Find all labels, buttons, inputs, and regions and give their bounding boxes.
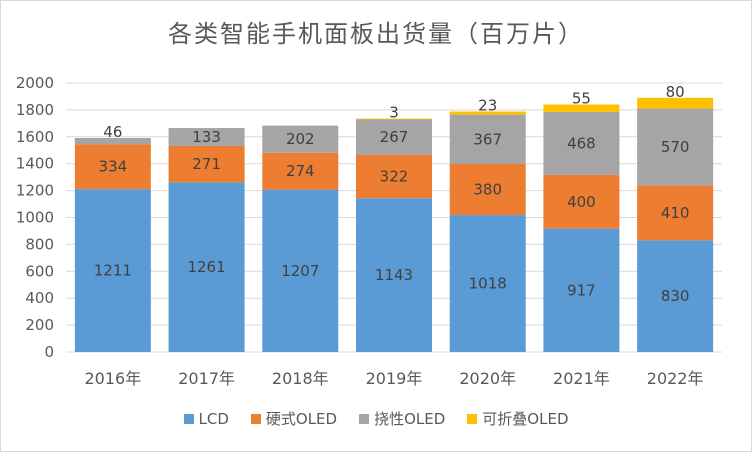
bar-segment [356, 118, 432, 120]
legend-swatch [359, 413, 370, 424]
bar-segment [449, 114, 526, 164]
y-tick-label: 1800 [16, 101, 54, 119]
chart-legend: LCD 硬式OLED 挠性OLED 可折叠OLED [0, 408, 752, 429]
bar-segment [637, 185, 714, 241]
data-label: 410 [661, 204, 690, 222]
bar-segment [637, 108, 714, 186]
data-label: 830 [661, 287, 690, 305]
data-label: 1207 [281, 262, 319, 280]
y-tick-label: 200 [25, 316, 54, 334]
bar-segment [74, 144, 151, 190]
data-label: 133 [192, 128, 221, 146]
x-tick-label: 2016年 [84, 369, 141, 388]
data-label: 322 [380, 168, 409, 186]
bar-segment [449, 215, 526, 352]
y-tick-label: 1000 [16, 209, 54, 227]
data-label: 46 [103, 123, 122, 141]
bar-segment [543, 174, 620, 229]
data-label: 23 [478, 97, 497, 115]
y-tick-label: 800 [25, 235, 54, 253]
y-tick-label: 0 [44, 343, 54, 361]
data-label: 202 [286, 130, 315, 148]
legend-label: 可折叠OLED [482, 410, 569, 428]
bar-segment [168, 128, 245, 146]
bar-segment [543, 228, 620, 352]
y-tick-label: 600 [25, 262, 54, 280]
data-label: 400 [567, 193, 596, 211]
x-tick-label: 2020年 [459, 369, 516, 388]
legend-swatch [467, 413, 478, 424]
data-label: 334 [99, 158, 128, 176]
data-label: 1211 [94, 262, 132, 280]
legend-label: LCD [198, 409, 229, 428]
y-tick-label: 1400 [16, 155, 54, 173]
data-label: 1143 [375, 266, 413, 284]
legend-item: LCD [183, 408, 229, 429]
bar-segment [262, 189, 339, 352]
data-label: 1018 [469, 275, 507, 293]
data-label: 917 [567, 281, 596, 299]
data-label: 3 [389, 104, 399, 122]
legend-label: 挠性OLED [374, 410, 446, 428]
data-label: 367 [473, 130, 502, 148]
bar-segment [262, 125, 339, 153]
bar-segment [637, 240, 714, 352]
bar-segment [637, 97, 714, 109]
y-tick-label: 400 [25, 289, 54, 307]
data-label: 55 [572, 90, 591, 108]
bar-segment [543, 104, 620, 112]
data-label: 267 [380, 128, 409, 146]
x-tick-label: 2021年 [553, 369, 610, 388]
legend-item: 可折叠OLED [467, 408, 569, 429]
data-label: 1261 [187, 258, 225, 276]
data-label: 570 [661, 138, 690, 156]
data-label: 274 [286, 162, 315, 180]
data-label: 468 [567, 134, 596, 152]
data-label: 80 [666, 83, 685, 101]
bar-segment [168, 182, 245, 352]
x-tick-label: 2022年 [647, 369, 704, 388]
bar-segment [356, 119, 432, 155]
x-tick-label: 2018年 [272, 369, 329, 388]
bar-segment [543, 111, 620, 175]
x-tick-label: 2019年 [366, 369, 423, 388]
y-tick-label: 1200 [16, 182, 54, 200]
data-label: 271 [192, 155, 221, 173]
legend-item: 硬式OLED [250, 408, 338, 429]
bar-segment [449, 111, 526, 115]
bar-segment [449, 163, 526, 216]
legend-swatch [183, 413, 194, 424]
bar-segment [74, 189, 151, 352]
bar-segment [168, 145, 245, 183]
chart-title: 各类智能手机面板出货量（百万片） [168, 20, 584, 48]
x-tick-label: 2017年 [178, 369, 235, 388]
bar-segment [262, 152, 339, 190]
bar-segment [356, 198, 432, 352]
y-tick-label: 2000 [16, 74, 54, 92]
bar-segment [356, 154, 432, 199]
bar-segment [74, 138, 151, 145]
legend-item: 挠性OLED [359, 408, 445, 429]
y-tick-label: 1600 [16, 128, 54, 146]
legend-swatch [250, 413, 261, 424]
legend-label: 硬式OLED [265, 410, 338, 428]
data-label: 380 [473, 181, 502, 199]
